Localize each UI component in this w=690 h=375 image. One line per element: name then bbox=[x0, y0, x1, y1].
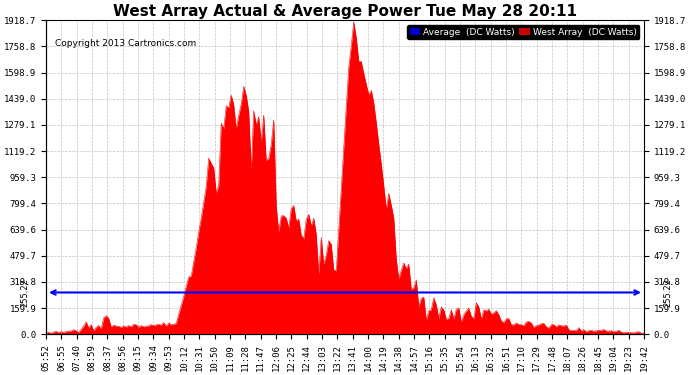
Legend: Average  (DC Watts), West Array  (DC Watts): Average (DC Watts), West Array (DC Watts… bbox=[407, 25, 640, 39]
Text: 255.22: 255.22 bbox=[21, 278, 30, 307]
Text: Copyright 2013 Cartronics.com: Copyright 2013 Cartronics.com bbox=[55, 39, 197, 48]
Title: West Array Actual & Average Power Tue May 28 20:11: West Array Actual & Average Power Tue Ma… bbox=[113, 4, 577, 19]
Text: 255.22: 255.22 bbox=[663, 278, 672, 307]
